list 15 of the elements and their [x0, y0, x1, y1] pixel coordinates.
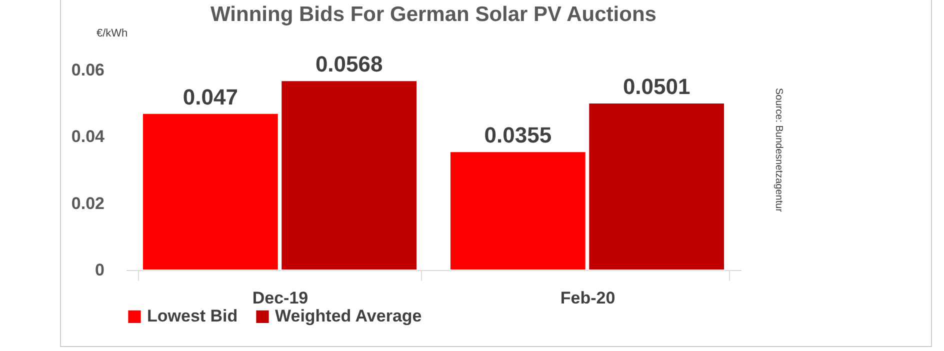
chart-title: Winning Bids For German Solar PV Auctions — [210, 3, 656, 26]
y-axis-title: €/kWh — [96, 28, 128, 40]
data-label: 0.047 — [182, 84, 238, 110]
data-label: 0.0568 — [315, 52, 383, 77]
data-label: 0.0355 — [484, 122, 552, 148]
y-tick-label: 0.04 — [71, 127, 106, 146]
y-tick-label: 0.02 — [71, 194, 104, 213]
x-tick-label: Dec-19 — [252, 288, 308, 308]
data-label: 0.0501 — [622, 74, 690, 99]
y-tick-label: 0 — [95, 260, 104, 280]
x-tick-label: Feb-20 — [560, 288, 616, 308]
y-tick-label: 0.06 — [71, 60, 104, 80]
source-note: Source: Bundesnetzagentur — [773, 88, 784, 213]
legend-label: Weighted Average — [275, 306, 422, 326]
legend-label: Lowest Bid — [147, 306, 238, 326]
